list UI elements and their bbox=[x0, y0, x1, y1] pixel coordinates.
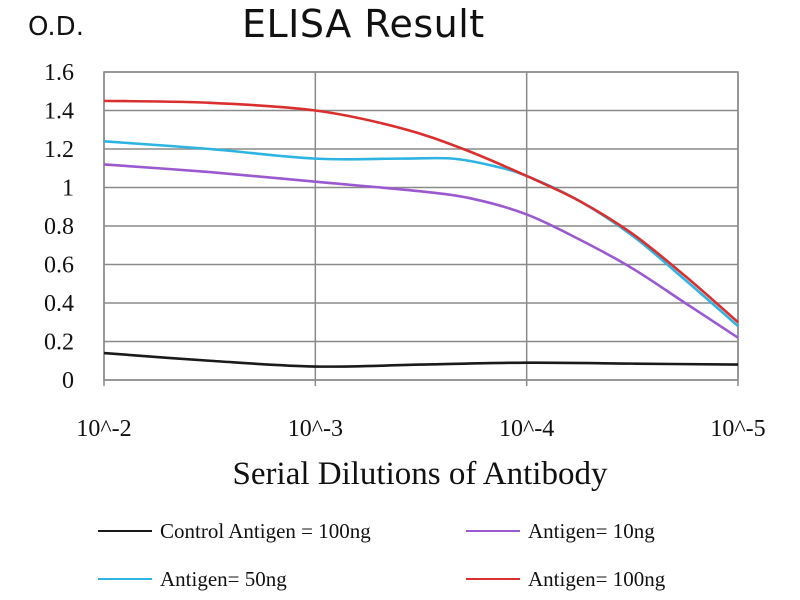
x-tick-label: 10^-5 bbox=[710, 416, 765, 442]
y-tick-label: 0 bbox=[62, 368, 74, 394]
legend-item: Control Antigen = 100ng bbox=[98, 516, 371, 546]
legend-label: Control Antigen = 100ng bbox=[160, 518, 371, 543]
legend-swatch bbox=[98, 578, 152, 580]
x-tick-label: 10^-2 bbox=[76, 416, 131, 442]
legend-swatch bbox=[466, 578, 520, 580]
legend-label: Antigen= 50ng bbox=[160, 566, 287, 591]
x-axis-label: Serial Dilutions of Antibody bbox=[232, 456, 608, 492]
y-axis-label: O.D. bbox=[28, 12, 84, 42]
legend: Control Antigen = 100ng Antigen= 10ng An… bbox=[0, 512, 800, 600]
legend-item: Antigen= 50ng bbox=[98, 564, 287, 594]
y-tick-label: 1.4 bbox=[44, 99, 74, 125]
series-line bbox=[103, 163, 739, 339]
legend-item: Antigen= 100ng bbox=[466, 564, 665, 594]
legend-label: Antigen= 100ng bbox=[528, 566, 666, 591]
y-tick-label: 1.2 bbox=[44, 137, 74, 163]
y-tick-label: 1.6 bbox=[44, 60, 74, 86]
x-tick-label: 10^-4 bbox=[499, 416, 554, 442]
legend-item: Antigen= 10ng bbox=[466, 516, 655, 546]
legend-label: Antigen= 10ng bbox=[528, 518, 655, 543]
y-tick-label: 0.2 bbox=[44, 330, 74, 356]
y-tick-label: 0.8 bbox=[44, 214, 74, 240]
y-tick-label: 1 bbox=[62, 176, 74, 202]
y-tick-label: 0.4 bbox=[44, 291, 74, 317]
legend-swatch bbox=[98, 530, 152, 532]
x-tick-label: 10^-3 bbox=[288, 416, 343, 442]
elisa-line-chart: 0 0.2 0.4 0.6 0.8 1 1.2 1.4 1.6 10^-2 10^-3 10^-4 10… bbox=[44, 60, 766, 442]
y-tick-label: 0.6 bbox=[44, 253, 74, 279]
series-line bbox=[103, 351, 739, 368]
legend-swatch bbox=[466, 530, 520, 532]
series-line bbox=[103, 140, 739, 328]
chart-title: ELISA Result bbox=[242, 2, 485, 46]
series-line bbox=[103, 99, 739, 324]
